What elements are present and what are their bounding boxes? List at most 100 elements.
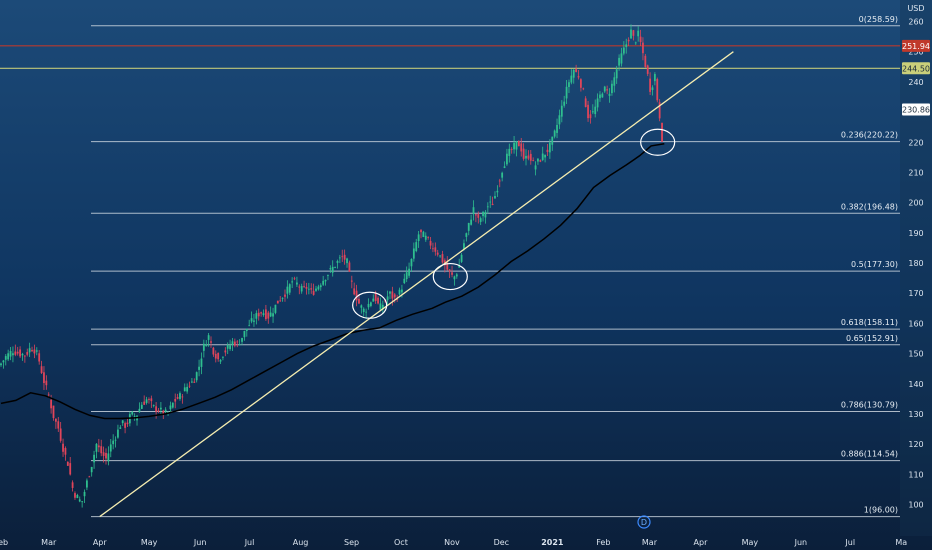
candle-body bbox=[269, 312, 272, 317]
candle-body bbox=[615, 69, 618, 79]
candle-body bbox=[508, 148, 511, 156]
candle-body bbox=[21, 353, 24, 356]
candle-body bbox=[7, 353, 10, 360]
candle-body bbox=[169, 405, 172, 410]
candle-body bbox=[362, 308, 365, 312]
price-badge[interactable] bbox=[902, 62, 930, 75]
price-axis-panel[interactable] bbox=[900, 0, 932, 536]
candle-body bbox=[451, 272, 453, 275]
candle-body bbox=[620, 53, 623, 64]
dividend-marker[interactable]: D bbox=[637, 515, 651, 529]
fibonacci-retracement[interactable]: 0(258.59) 0.236(220.22) 0.382(196.48) 0.5(1… bbox=[91, 15, 900, 518]
candle-body bbox=[506, 153, 508, 165]
trendline[interactable] bbox=[99, 51, 734, 518]
candle-body bbox=[448, 269, 451, 272]
candle-body bbox=[267, 312, 270, 319]
horizontal-price-lines[interactable]: 251.94 244.50 230.86 bbox=[0, 39, 930, 116]
candle-body bbox=[260, 312, 263, 314]
candle-body bbox=[350, 280, 353, 282]
x-tick-label: 2021 bbox=[541, 538, 564, 547]
candle-body bbox=[214, 353, 217, 359]
candle-body bbox=[245, 328, 248, 331]
candle-body bbox=[463, 243, 465, 250]
candle-body bbox=[522, 148, 525, 159]
candle-body bbox=[207, 335, 210, 340]
candle-body bbox=[83, 491, 86, 497]
annotation-ellipse[interactable] bbox=[640, 128, 676, 156]
candle-body bbox=[338, 257, 341, 259]
candle-body bbox=[305, 286, 308, 289]
candle-body bbox=[124, 423, 126, 428]
candle-body bbox=[403, 278, 406, 284]
candle-body bbox=[579, 79, 582, 88]
candle-body bbox=[637, 30, 640, 37]
y-tick-label: 120 bbox=[908, 440, 923, 449]
candle-body bbox=[171, 402, 174, 408]
candle-body bbox=[315, 288, 317, 291]
candle-body bbox=[429, 240, 432, 246]
candle-body bbox=[661, 122, 663, 142]
x-tick-label: May bbox=[141, 538, 158, 547]
candle-body bbox=[35, 350, 38, 352]
candle-body bbox=[546, 149, 549, 152]
price-badge-label: 230.86 bbox=[902, 105, 930, 114]
annotation-ellipses[interactable] bbox=[352, 128, 676, 319]
x-tick-label: Jun bbox=[193, 538, 207, 547]
candle-body bbox=[107, 453, 110, 462]
candle-body bbox=[76, 494, 79, 499]
candle-body bbox=[381, 304, 384, 310]
candle-body bbox=[389, 291, 391, 294]
candle-body bbox=[288, 284, 291, 293]
candle-body bbox=[95, 443, 98, 452]
candle-body bbox=[191, 381, 193, 383]
candle-body bbox=[632, 30, 635, 36]
candle-body bbox=[59, 428, 62, 441]
candle-body bbox=[520, 143, 523, 152]
candle-body bbox=[126, 422, 129, 425]
x-tick-label: Ma bbox=[895, 538, 907, 547]
candle-body bbox=[501, 172, 504, 178]
candle-body bbox=[64, 448, 67, 455]
candle-body bbox=[272, 313, 274, 317]
candle-body bbox=[253, 320, 255, 322]
candle-body bbox=[365, 311, 368, 313]
candle-body bbox=[460, 254, 463, 262]
candle-body bbox=[408, 268, 410, 276]
candle-body bbox=[563, 101, 566, 106]
dividend-marker-circle[interactable] bbox=[637, 515, 651, 529]
candle-body bbox=[200, 358, 203, 367]
candle-body bbox=[470, 219, 473, 225]
candle-body bbox=[424, 235, 427, 240]
candle-body bbox=[477, 214, 480, 218]
annotation-ellipse[interactable] bbox=[432, 262, 468, 291]
candle-body bbox=[498, 180, 501, 182]
candle-body bbox=[458, 265, 461, 268]
candle-body bbox=[23, 355, 26, 357]
candle-body bbox=[474, 214, 477, 216]
candle-body bbox=[446, 262, 449, 270]
candle-body bbox=[81, 501, 84, 503]
price-badge[interactable] bbox=[902, 103, 930, 116]
candle-body bbox=[372, 298, 375, 302]
candle-body bbox=[391, 291, 394, 299]
candle-body bbox=[102, 452, 105, 456]
price-axis: 100 110 120 130 140 150 160 170 180 190 200 210 220 2… bbox=[908, 18, 923, 510]
candle-body bbox=[195, 372, 198, 381]
candle-body bbox=[441, 254, 444, 263]
candle-body bbox=[572, 69, 575, 78]
annotation-ellipse[interactable] bbox=[352, 291, 388, 319]
candle-body bbox=[591, 111, 594, 113]
candle-body bbox=[472, 207, 475, 215]
candle-body bbox=[217, 352, 220, 360]
candle-body bbox=[202, 343, 205, 351]
candle-body bbox=[639, 36, 642, 43]
candle-body bbox=[568, 82, 570, 88]
candle-body bbox=[465, 233, 468, 237]
candle-body bbox=[193, 381, 196, 383]
candle-body bbox=[343, 254, 346, 260]
price-badge[interactable] bbox=[902, 39, 930, 52]
trendline-line[interactable] bbox=[99, 51, 734, 518]
candle-body bbox=[379, 303, 382, 310]
